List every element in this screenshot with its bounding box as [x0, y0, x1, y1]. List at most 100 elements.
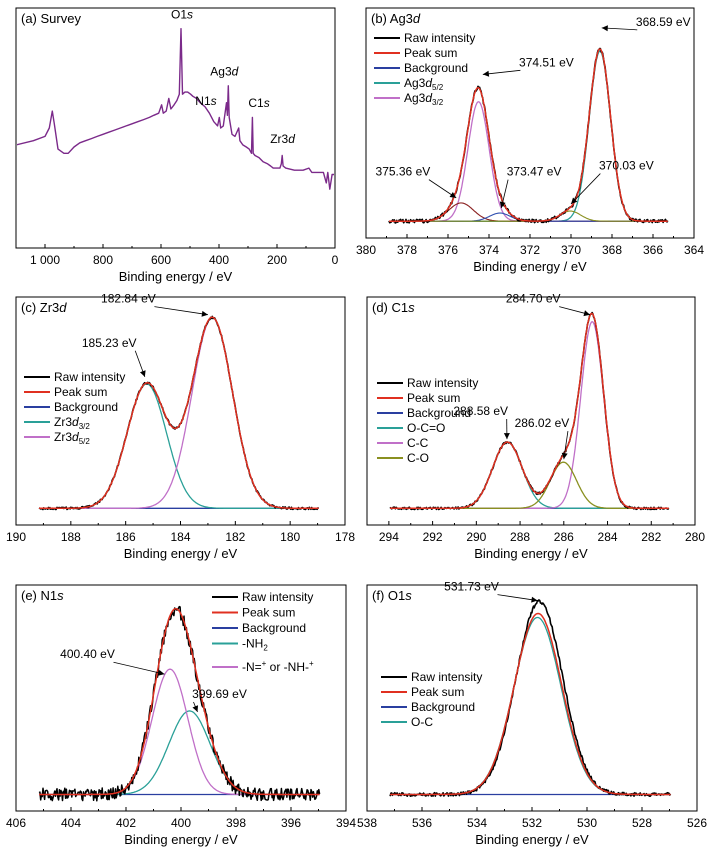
legend-label: Raw intensity: [404, 31, 475, 45]
legend-label: Peak sum: [411, 685, 464, 699]
plot-area: [17, 28, 334, 190]
annotation-arrow: [570, 173, 601, 205]
peak-annotation: 182.84 eV: [101, 292, 156, 306]
x-tick-label: 284: [598, 530, 618, 544]
legend-label: Background: [404, 61, 468, 75]
legend-label: C-O: [407, 451, 429, 465]
x-tick-label: 374: [479, 243, 499, 257]
panel-title: (c) Zr3d: [21, 300, 67, 315]
x-tick-label: 526: [687, 816, 707, 830]
arrow-head: [499, 201, 506, 209]
panel-title: (f) O1s: [372, 588, 412, 603]
x-tick-label: 400: [171, 816, 191, 830]
x-tick-label: 1 000: [30, 253, 60, 267]
peak-label: Zr3d: [270, 132, 295, 146]
plot-frame: [15, 7, 336, 249]
plot-area: [389, 599, 672, 797]
legend-label: C-C: [407, 436, 429, 450]
annotation-arrow: [154, 306, 208, 316]
series-sum: [388, 48, 668, 222]
x-tick-label: 282: [641, 530, 661, 544]
x-tick-label: 400: [209, 253, 229, 267]
peak-annotation: 399.69 eV: [192, 687, 247, 701]
legend-label: Raw intensity: [54, 370, 125, 384]
legend-label: Raw intensity: [411, 670, 482, 684]
panel-f: 538 536 534 532 530 528 526 Binding energy / eV…: [357, 580, 707, 847]
legend-label: Raw intensity: [242, 590, 313, 604]
legend-label: Background: [54, 400, 118, 414]
x-tick-label: 178: [335, 530, 355, 544]
x-tick-label: 292: [423, 530, 443, 544]
legend-label: Background: [407, 406, 471, 420]
plot-frame: [366, 296, 696, 526]
peak-annotation: 185.23 eV: [82, 336, 137, 350]
arrow-head: [482, 70, 490, 77]
x-axis-label: Binding energy / eV: [473, 259, 587, 274]
x-tick-label: 180: [280, 530, 300, 544]
x-tick-label: 378: [397, 243, 417, 257]
x-tick-label: 534: [467, 816, 487, 830]
legend-label: Zr3d3/2: [54, 415, 90, 431]
panel-title: (b) Ag3d: [371, 11, 421, 26]
legend-label: Peak sum: [404, 46, 457, 60]
x-axis-label: Binding energy / eV: [124, 832, 238, 847]
x-tick-label: 402: [116, 816, 136, 830]
legend-label: -NH2: [242, 637, 268, 653]
arrow-head: [192, 705, 199, 712]
peak-annotation: 286.02 eV: [515, 416, 570, 430]
series-nh2: [39, 710, 320, 796]
x-tick-label: 190: [6, 530, 26, 544]
x-tick-label: 406: [6, 816, 26, 830]
panel-a: 1 000 800 600 400 200 0 Binding energy / eV (a)…: [15, 7, 339, 284]
x-tick-label: 200: [267, 253, 287, 267]
annotation-arrow: [497, 594, 538, 601]
peak-annotation: 373.47 eV: [507, 165, 562, 179]
x-tick-label: 370: [561, 243, 581, 257]
plot-area: [38, 605, 321, 802]
x-tick-label: 800: [93, 253, 113, 267]
panel-e: 406 404 402 400 398 396 394 Binding energy / eV…: [6, 584, 356, 847]
legend-label: Ag3d5/2: [404, 76, 444, 92]
x-axis-label: Binding energy / eV: [119, 269, 233, 284]
arrow-head: [571, 197, 578, 204]
series-sum: [39, 316, 319, 510]
x-tick-label: 394: [336, 816, 356, 830]
arrow-head: [157, 669, 165, 676]
peak-label: C1s: [248, 96, 269, 110]
arrow-head: [139, 370, 146, 377]
x-tick-label: 600: [151, 253, 171, 267]
series-raw: [38, 605, 321, 802]
x-axis-label: Binding energy / eV: [474, 546, 588, 561]
peak-annotation: 284.70 eV: [506, 292, 561, 306]
x-tick-label: 186: [116, 530, 136, 544]
legend-label: Background: [411, 700, 475, 714]
panel-c: 190 188 186 184 182 180 178 Binding energy / eV…: [6, 292, 355, 561]
series-survey: [17, 28, 334, 190]
panel-title: (e) N1s: [21, 588, 64, 603]
peak-annotation: 531.73 eV: [444, 580, 499, 594]
legend-label: Ag3d3/2: [404, 91, 444, 107]
x-tick-label: 538: [357, 816, 377, 830]
peak-annotation: 370.03 eV: [599, 159, 654, 173]
annotation-arrow: [113, 661, 165, 675]
peak-annotation: 375.36 eV: [376, 165, 431, 179]
annotation-arrow: [482, 69, 521, 75]
x-tick-label: 286: [554, 530, 574, 544]
peak-annotation: 400.40 eV: [60, 647, 115, 661]
x-tick-label: 294: [379, 530, 399, 544]
series-nplus: [39, 668, 320, 796]
x-tick-label: 372: [520, 243, 540, 257]
legend-label: Raw intensity: [407, 376, 478, 390]
peak-annotation: 374.51 eV: [519, 55, 574, 69]
peak-label: O1s: [171, 7, 193, 21]
series-oco: [390, 441, 669, 509]
arrow-head: [583, 310, 591, 317]
x-axis-label: Binding energy / eV: [124, 546, 238, 561]
peak-label: Ag3d: [210, 64, 238, 78]
x-tick-label: 280: [685, 530, 705, 544]
series-sum: [389, 312, 669, 510]
